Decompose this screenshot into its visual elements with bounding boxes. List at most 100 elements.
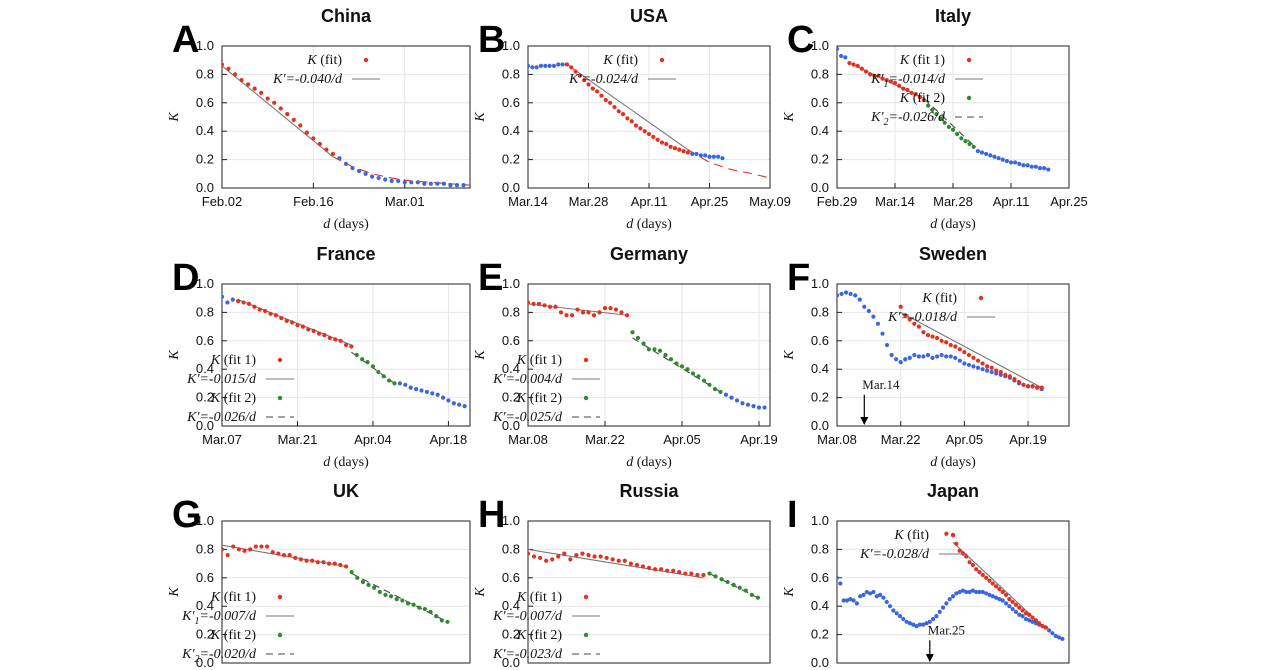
data-point-early — [916, 354, 921, 359]
data-point-fit2 — [719, 577, 724, 582]
data-point-early — [448, 183, 453, 188]
data-point-fit1 — [599, 93, 604, 98]
data-point-early — [1004, 158, 1009, 164]
x-tick-label: Apr.11 — [993, 194, 1030, 209]
y-tick-label: 1.0 — [502, 38, 520, 53]
data-point-early — [944, 354, 949, 359]
legend-label: K (fit 2) — [210, 391, 256, 406]
data-point-fit2 — [942, 120, 947, 125]
legend-label: K (fit) — [602, 53, 638, 68]
y-tick-label: 0.2 — [811, 390, 829, 405]
x-tick-label: Mar.28 — [933, 194, 973, 209]
data-point-fit1 — [270, 550, 275, 555]
data-point-fit1 — [276, 551, 281, 556]
data-point-early — [690, 151, 695, 157]
y-tick-label: 0.6 — [196, 570, 214, 585]
data-point-fit1 — [1025, 384, 1031, 389]
data-point-fit1 — [582, 77, 587, 83]
data-point-fit1 — [903, 313, 908, 318]
plot-frame — [221, 45, 471, 189]
data-point-fit2 — [712, 386, 718, 392]
data-point-early — [1029, 164, 1034, 169]
panel-e: E Germany 0.0 0.2 0.4 0.6 0.8 1.0 K Mar.08 Mar.22 A… — [473, 244, 778, 470]
data-point-fit1 — [311, 136, 316, 141]
data-point-fit1 — [909, 90, 914, 95]
data-point-fit1 — [998, 369, 1003, 375]
data-point-early — [462, 404, 467, 409]
data-point-fit1 — [321, 560, 326, 565]
legend-marker — [978, 295, 984, 301]
data-point-fit1 — [332, 561, 337, 566]
data-point-fit1 — [284, 318, 289, 324]
y-tick-label: 1.0 — [811, 276, 829, 291]
data-point-fit2 — [685, 367, 690, 372]
data-point-fit1 — [642, 129, 647, 134]
data-point-fit1 — [268, 311, 273, 316]
legend-marker — [583, 395, 589, 401]
data-point-early — [953, 355, 958, 360]
data-point-early — [389, 178, 394, 183]
data-point-fit1 — [880, 76, 885, 81]
data-point-fit2 — [417, 605, 422, 610]
data-point-early — [864, 589, 869, 595]
x-tick-label: Apr.25 — [691, 194, 729, 209]
data-point-early — [1042, 166, 1047, 171]
data-point-fit1 — [1037, 621, 1042, 626]
legend-marker — [659, 57, 665, 63]
data-point-fit1 — [547, 304, 553, 309]
data-point-fit2 — [387, 378, 392, 383]
data-point-fit2 — [428, 609, 433, 614]
data-point-fit1 — [1035, 385, 1040, 390]
panel-c: C Italy 0.0 0.2 0.4 0.6 0.8 1.0 K Feb.29 Mar.14 Mar… — [782, 6, 1088, 232]
x-axis-symbol: d — [626, 217, 634, 232]
data-point-early — [446, 398, 451, 403]
data-point-fit1 — [236, 298, 241, 304]
data-point-fit1 — [306, 327, 311, 332]
data-point-early — [868, 591, 873, 596]
data-point-fit1 — [913, 92, 918, 97]
panel-b: B USA 0.0 0.2 0.4 0.6 0.8 1.0 K Mar.14 Mar.28 Apr.1… — [473, 6, 791, 232]
data-point-fit1 — [701, 572, 706, 578]
fit-line-dashRed — [687, 149, 770, 179]
y-axis-label: K — [473, 587, 488, 598]
data-point-early — [884, 342, 890, 348]
data-point-fit1 — [278, 106, 283, 111]
data-point-fit1 — [263, 308, 268, 314]
data-point-fit1 — [239, 77, 244, 83]
plot-marks — [837, 290, 1044, 392]
data-point-fit1 — [568, 557, 573, 562]
x-tick-label: Mar.08 — [508, 432, 548, 447]
data-point-fit1 — [934, 335, 940, 341]
y-tick-label: 0.0 — [811, 180, 829, 195]
data-point-fit1 — [619, 310, 624, 315]
legend-label: K (fit 2) — [516, 628, 562, 643]
panel-a: A China 0.0 0.2 0.4 0.6 0.8 1.0 K Feb.02 Feb.16 Mar… — [167, 6, 471, 232]
data-point-early — [1020, 614, 1025, 619]
data-point-early — [441, 181, 446, 186]
data-point-fit1 — [974, 567, 979, 572]
data-point-fit1 — [898, 304, 903, 309]
x-tick-label: Apr.19 — [1009, 432, 1047, 447]
plot-marks — [528, 62, 770, 179]
chart-title: Italy — [935, 6, 971, 26]
data-point-fit1 — [957, 548, 962, 553]
data-point-fit2 — [668, 357, 674, 362]
data-point-early — [1033, 164, 1038, 169]
legend-label: K'=-0.018/d — [887, 310, 958, 325]
chart-title: Japan — [927, 481, 979, 501]
x-tick-label: Mar.01 — [385, 194, 425, 209]
fit-line-solid — [528, 548, 704, 579]
plot-frame — [221, 520, 471, 664]
data-point-early — [756, 405, 762, 410]
data-point-fit1 — [984, 575, 989, 580]
data-point-fit1 — [1020, 608, 1025, 613]
y-axis-label: K — [782, 112, 797, 123]
data-point-fit1 — [892, 80, 898, 86]
data-point-fit1 — [580, 551, 585, 556]
data-point-fit1 — [855, 63, 860, 68]
panel-i: I Japan 0.0 0.2 0.4 0.6 0.8 1.0 K Mar.25 K (fit) K'… — [782, 481, 1070, 670]
data-point-fit2 — [707, 382, 712, 387]
data-point-fit1 — [966, 352, 972, 358]
data-point-early — [538, 63, 544, 68]
data-point-early — [1013, 160, 1018, 165]
